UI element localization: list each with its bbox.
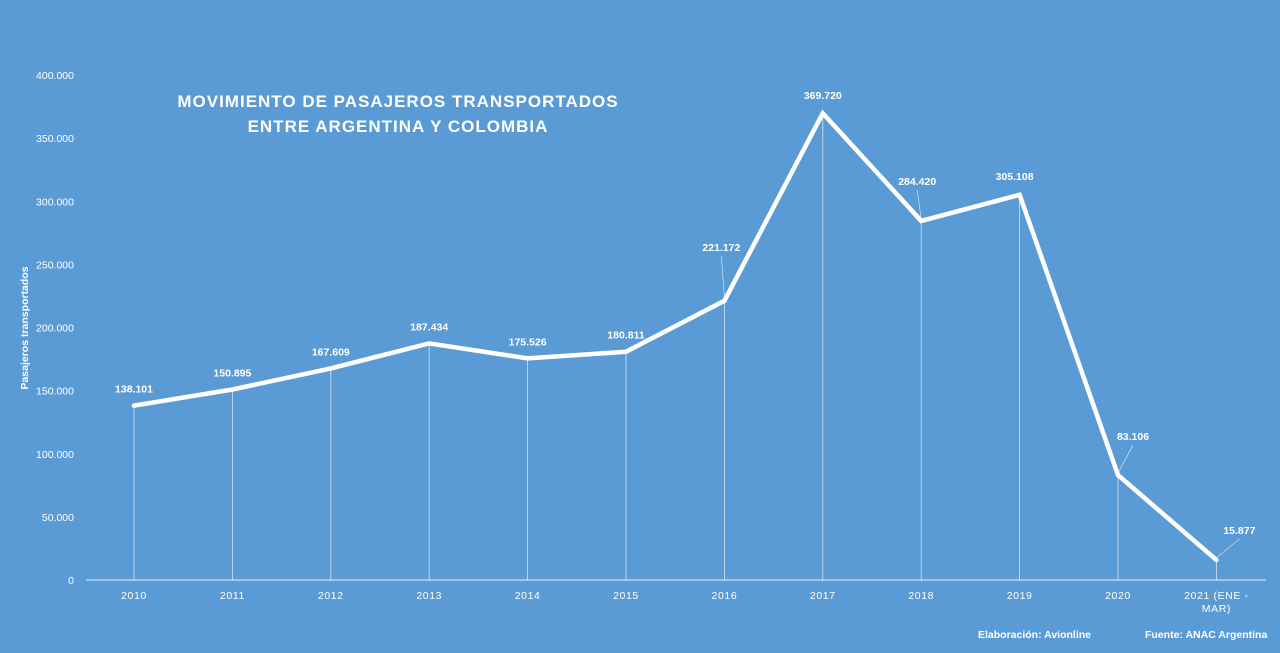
y-tick-label: 100.000	[36, 449, 74, 461]
series-line-path	[131, 109, 1219, 563]
footer-fuente: Fuente: ANAC Argentina	[1145, 629, 1267, 641]
data-labels: 138.101 150.895 167.609 187.434 175.526 180.8…	[115, 90, 1256, 559]
x-axis-ticks: 2010 2011 2012 2013 2014 2015 2016 2017 2018 2019…	[121, 590, 1248, 615]
y-tick-label: 250.000	[36, 259, 74, 271]
data-label: 15.877	[1223, 525, 1255, 537]
data-label-leader	[1117, 444, 1134, 474]
data-label: 284.420	[898, 176, 936, 188]
data-point	[132, 404, 136, 408]
y-tick-label: 150.000	[36, 386, 74, 398]
drop-lines	[133, 113, 1217, 580]
y-axis-title: Pasajeros transportados	[19, 266, 31, 389]
x-tick-label: 2017	[810, 590, 836, 602]
x-tick-label: 2012	[318, 590, 344, 602]
data-point	[1018, 193, 1022, 197]
x-tick-label: 2010	[121, 590, 147, 602]
title-line-2: ENTRE ARGENTINA Y COLOMBIA	[248, 117, 549, 136]
x-tick-label: 2015	[613, 590, 639, 602]
footer-elaboracion: Elaboración: Avionline	[978, 629, 1091, 641]
data-point	[624, 350, 628, 354]
x-tick-label: 2011	[220, 590, 245, 602]
data-label: 138.101	[115, 384, 153, 396]
x-tick-label: 2016	[712, 590, 738, 602]
y-tick-label: 50.000	[42, 512, 74, 524]
data-label: 150.895	[213, 367, 251, 379]
data-label: 187.434	[410, 321, 448, 333]
data-point	[821, 111, 825, 115]
data-label: 221.172	[702, 242, 740, 254]
x-tick-label: 2018	[908, 590, 934, 602]
y-axis-ticks: 0 50.000 100.000 150.000 200.000 250.000 300.0…	[36, 70, 74, 587]
title-line-1: MOVIMIENTO DE PASAJEROS TRANSPORTADOS	[177, 92, 618, 111]
x-tick-label: 2019	[1007, 590, 1033, 602]
chart-title: MOVIMIENTO DE PASAJEROS TRANSPORTADOS ENT…	[177, 92, 618, 136]
data-label: 305.108	[996, 171, 1034, 183]
data-point	[919, 219, 923, 223]
data-point	[230, 387, 234, 391]
y-tick-label: 300.000	[36, 196, 74, 208]
data-point	[526, 356, 530, 360]
data-label-leader	[1216, 538, 1240, 559]
x-tick-label: 2021 (ENE -	[1184, 590, 1248, 602]
data-point	[427, 341, 431, 345]
data-point	[329, 366, 333, 370]
data-label: 83.106	[1117, 431, 1149, 443]
x-tick-label: 2014	[515, 590, 541, 602]
data-point	[722, 299, 726, 303]
y-axis-label: Pasajeros transportados	[19, 266, 31, 389]
data-label: 180.811	[607, 330, 645, 342]
y-tick-label: 0	[68, 575, 74, 587]
series-line	[131, 109, 1219, 563]
data-label: 167.609	[312, 346, 350, 358]
footer: Elaboración: Avionline Fuente: ANAC Arge…	[978, 629, 1267, 641]
x-tick-label: MAR)	[1202, 603, 1231, 615]
data-label-leader	[916, 189, 922, 219]
data-point	[1214, 558, 1218, 562]
data-label: 369.720	[804, 90, 842, 102]
y-tick-label: 350.000	[36, 133, 74, 145]
data-label: 175.526	[509, 336, 547, 348]
y-tick-label: 400.000	[36, 70, 74, 82]
x-tick-label: 2020	[1105, 590, 1131, 602]
y-tick-label: 200.000	[36, 323, 74, 335]
data-label-leader	[721, 255, 725, 299]
x-tick-label: 2013	[416, 590, 442, 602]
data-point	[1116, 473, 1120, 477]
